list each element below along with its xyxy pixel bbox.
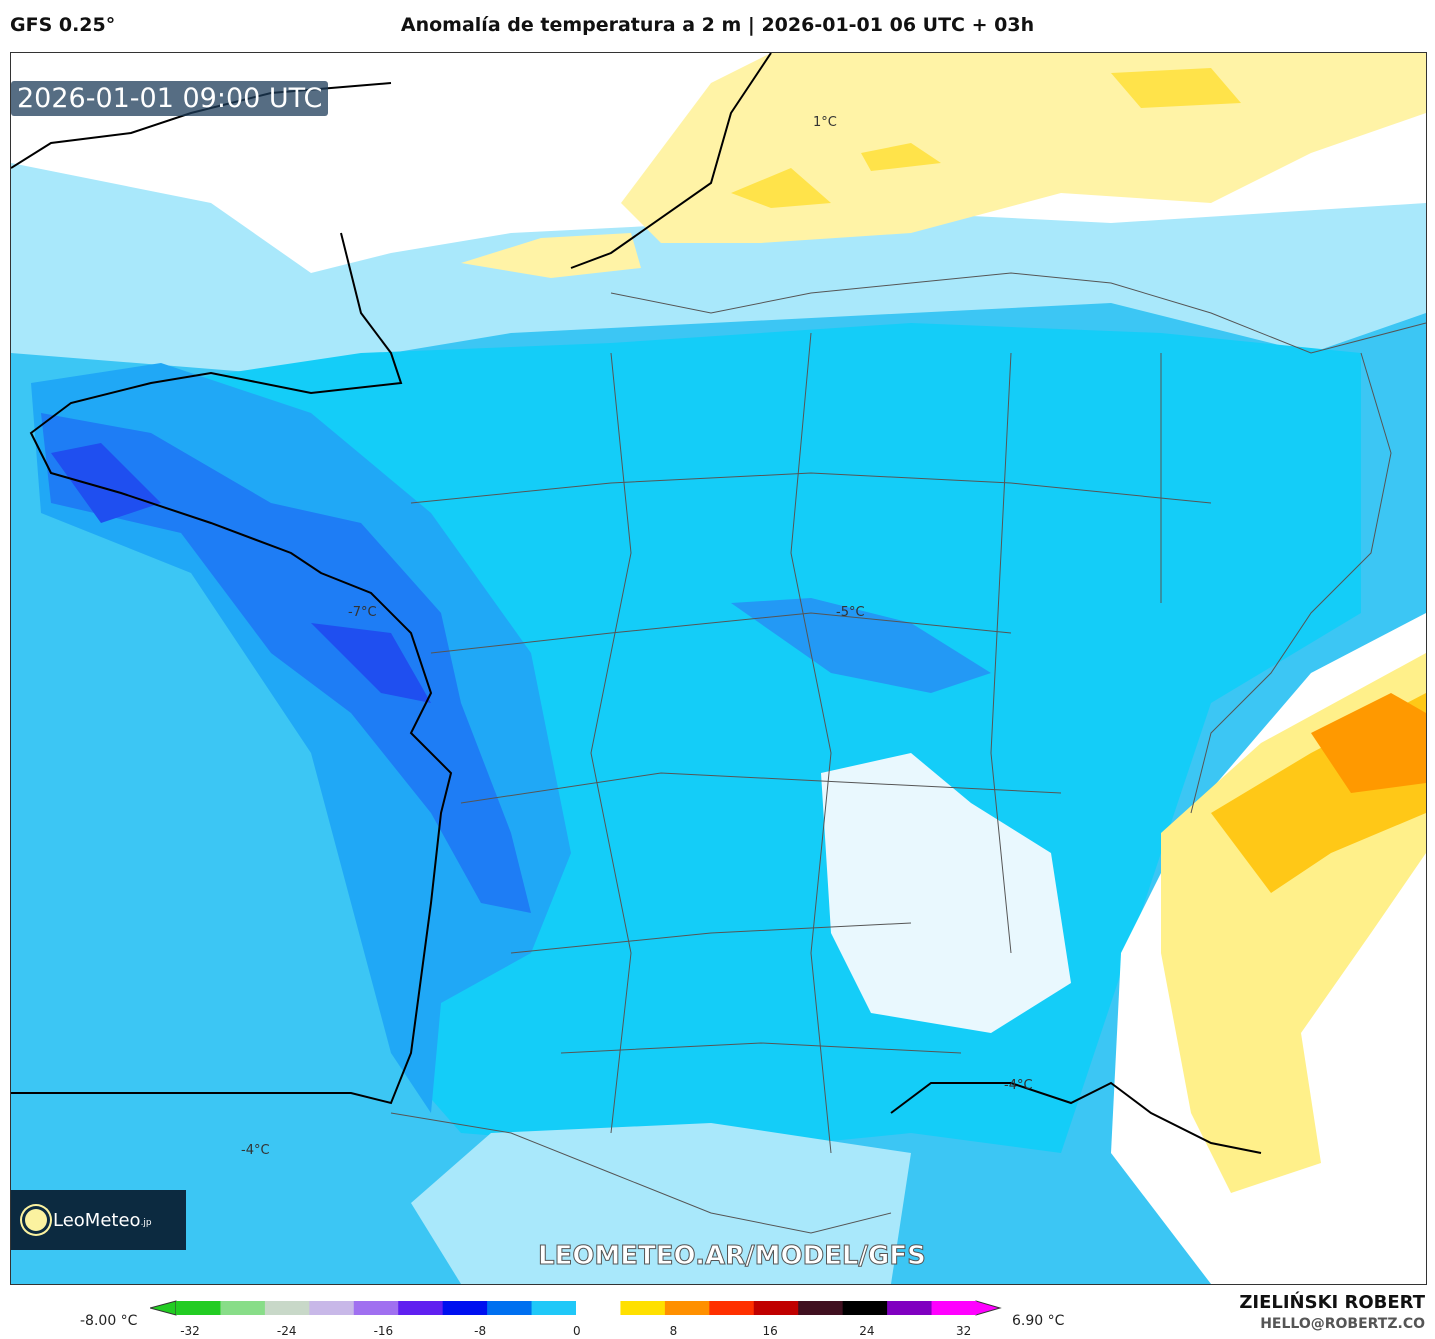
deep-core	[51, 443, 431, 703]
colorbar-tick-label: 8	[669, 1324, 678, 1338]
colorbar-swatch	[220, 1301, 266, 1315]
colorbar-tick-label: 32	[955, 1324, 972, 1338]
model-label: GFS 0.25°	[10, 14, 116, 36]
brittany-deep-zone	[41, 413, 531, 913]
colorbar-swatch	[176, 1301, 221, 1315]
map-field	[11, 53, 1426, 1284]
central-band	[731, 598, 991, 693]
contour-label: 1°C	[813, 115, 837, 130]
author-name: ZIELIŃSKI ROBERT	[1239, 1292, 1425, 1313]
leometeo-logo[interactable]: LeoMeteo .jp	[11, 1190, 186, 1250]
logo-text: LeoMeteo	[53, 1209, 141, 1231]
colorbar-min-arrow	[150, 1300, 177, 1316]
colorbar-swatch	[531, 1301, 577, 1315]
sun-icon	[25, 1209, 47, 1231]
colorbar-swatch	[264, 1301, 310, 1315]
colorbar-tick-label: 16	[762, 1324, 778, 1338]
contour-label: -5°C	[836, 605, 865, 620]
se-white-zone	[821, 753, 1071, 1033]
contour-label: -4°C	[1004, 1078, 1033, 1093]
colorbar-tick-label: 0	[572, 1324, 581, 1338]
alps-core	[1311, 693, 1426, 793]
contour-label: -4°C	[241, 1143, 270, 1158]
contour-label: -7°C	[348, 605, 377, 620]
colorbar-swatch	[887, 1301, 933, 1315]
colorbar-swatch	[442, 1301, 488, 1315]
colorbar-swatch	[398, 1301, 444, 1315]
colorbar-tick-label: -8	[474, 1324, 487, 1338]
colorbar-swatch	[709, 1301, 755, 1315]
colorbar-swatch	[620, 1301, 666, 1315]
west-blue-zone	[31, 363, 571, 1113]
colorbar-swatch	[842, 1301, 888, 1315]
colorbar-swatch	[487, 1301, 533, 1315]
colorbar-max-arrow	[975, 1300, 1002, 1316]
temperature-anomaly-map[interactable]: 2026-01-01 09:00 UTC 1°C -7°C -5°C -4°C …	[10, 52, 1427, 1285]
author-email: HELLO@ROBERTZ.CO	[1260, 1316, 1425, 1332]
colorbar-swatch	[931, 1301, 977, 1315]
colorbar-swatch	[664, 1301, 710, 1315]
colorbar-swatch	[753, 1301, 799, 1315]
ne-warm-core	[731, 68, 1241, 208]
colorbar-swatch	[309, 1301, 355, 1315]
colorbar-tick-label: 24	[859, 1324, 875, 1338]
colorbar-min-label: -8.00 °C	[80, 1313, 138, 1329]
colorbar-swatch	[353, 1301, 399, 1315]
south-pyrenees-light	[411, 1123, 911, 1284]
chart-title: Anomalía de temperatura a 2 m | 2026-01-…	[400, 14, 1035, 36]
colorbar-swatch	[576, 1301, 621, 1315]
colorbar-tick-label: -16	[373, 1324, 394, 1338]
logo-suffix: .jp	[140, 1218, 152, 1228]
colorbar-tick-label: -24	[276, 1324, 297, 1338]
colorbar	[150, 1300, 1002, 1316]
colorbar-swatch	[798, 1301, 844, 1315]
watermark: LEOMETEO.AR/MODEL/GFS	[538, 1241, 927, 1272]
valid-time-stamp: 2026-01-01 09:00 UTC	[11, 81, 329, 116]
borders	[390, 272, 1426, 1234]
colorbar-max-label: 6.90 °C	[1012, 1313, 1065, 1329]
channel-warm	[461, 233, 641, 278]
colorbar-tick-label: -32	[180, 1324, 200, 1338]
